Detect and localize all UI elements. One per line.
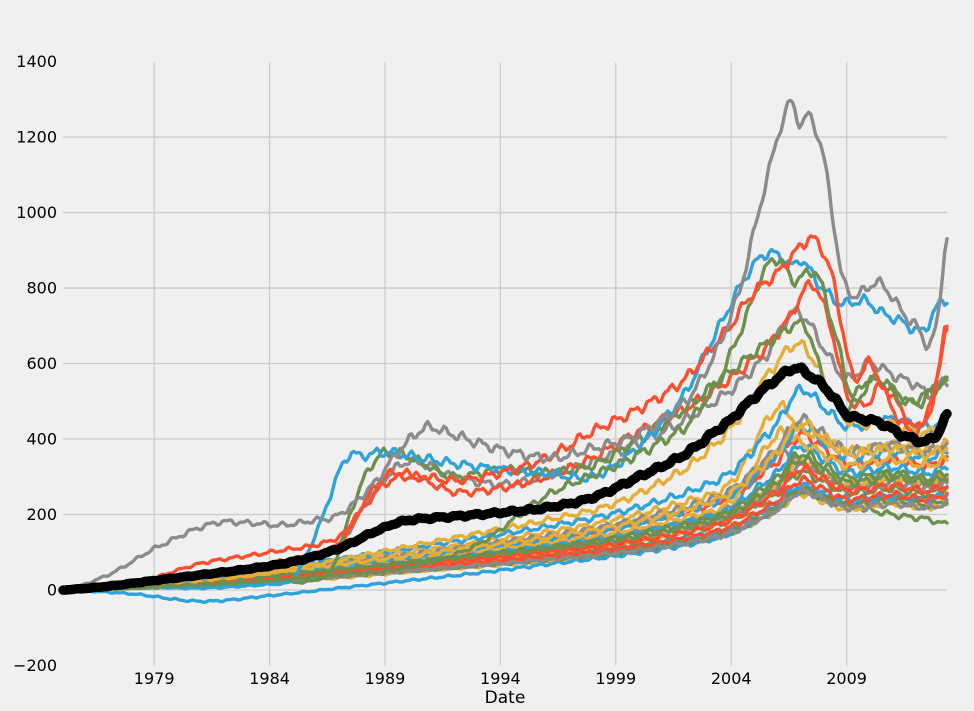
y-tick-label: 1000 — [16, 203, 57, 222]
y-tick-label: 1200 — [16, 128, 57, 147]
x-tick-label: 1979 — [134, 669, 175, 688]
x-axis-title: Date — [484, 688, 526, 708]
y-tick-label: 0 — [47, 581, 57, 600]
series-line-red — [61, 234, 949, 593]
gridlines — [63, 62, 947, 666]
x-tick-label: 1994 — [480, 669, 521, 688]
x-tick-label: 2009 — [826, 669, 867, 688]
y-tick-label: 600 — [26, 354, 57, 373]
y-tick-label: −200 — [13, 656, 57, 675]
axis-labels: −200 0 200 400 600 800 1000 1200 1400 1979 1984 198… — [13, 52, 867, 688]
series-line-green — [61, 257, 949, 593]
x-tick-label: 2004 — [711, 669, 752, 688]
series-lines — [58, 98, 952, 605]
x-tick-label: 1989 — [365, 669, 406, 688]
x-tick-label: 1999 — [595, 669, 636, 688]
y-tick-label: 400 — [26, 430, 57, 449]
series-line-blue — [61, 248, 949, 592]
y-tick-label: 1400 — [16, 52, 57, 71]
thick-mean-line — [58, 362, 952, 595]
y-tick-label: 800 — [26, 279, 57, 298]
series-line-gray — [61, 98, 949, 592]
y-tick-label: 200 — [26, 505, 57, 524]
x-tick-label: 1984 — [249, 669, 290, 688]
